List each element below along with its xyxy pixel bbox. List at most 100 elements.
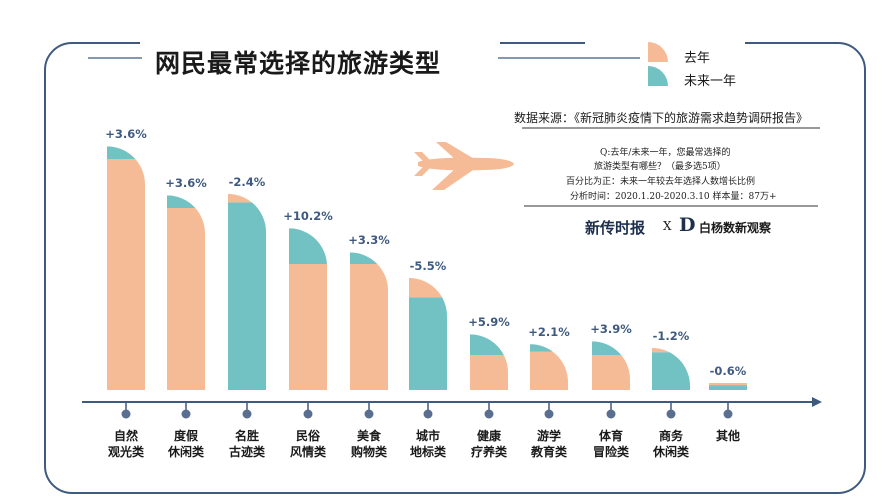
category-label-line-2: 地标类 xyxy=(409,445,446,459)
category-label: 商务 休闲类 xyxy=(641,428,701,460)
category-label: 美食 购物类 xyxy=(339,428,399,460)
brand-logo-left: 新传时报 xyxy=(585,219,646,237)
axis-tick-dot xyxy=(723,409,733,419)
data-label: +3.9% xyxy=(590,322,632,337)
brand-separator: X xyxy=(663,219,672,233)
legend-label-next-year: 未来一年 xyxy=(684,74,737,89)
note-question-2: 旅游类型有哪些？（最多选5项） xyxy=(594,162,726,172)
data-label: -1.2% xyxy=(652,329,690,343)
axis-tick-dot xyxy=(423,409,433,419)
axis-arrow-icon xyxy=(812,397,822,407)
category-label-line-1: 体育 xyxy=(598,429,623,443)
category-label-line-2: 古迹类 xyxy=(228,445,265,459)
brand-logo-right-mark: D xyxy=(679,214,696,236)
bar-next-year xyxy=(652,352,690,390)
category-label-line-1: 自然 xyxy=(113,429,138,443)
bar-last-year xyxy=(530,351,568,390)
bar-last-year xyxy=(350,264,388,390)
bar-next-year-growth xyxy=(530,344,568,352)
axis-tick-dot xyxy=(303,409,313,419)
bar-next-year xyxy=(228,202,266,390)
axis-tick-dot xyxy=(666,409,676,419)
category-label-line-2: 休闲类 xyxy=(167,445,204,459)
axis-tick-dot xyxy=(484,409,494,419)
bar-6 xyxy=(470,334,508,390)
note-analysis-period: 分析时间：2020.1.20-2020.3.10 样本量：87万+ xyxy=(570,192,777,202)
axis-ticks xyxy=(121,402,733,419)
category-label: 度假 休闲类 xyxy=(156,428,216,460)
bar-3 xyxy=(289,228,327,390)
data-label: -5.5% xyxy=(409,259,447,273)
bar-last-year xyxy=(470,355,508,390)
airplane-icon xyxy=(414,142,514,190)
bar-last-year xyxy=(107,159,145,390)
title-backdrop xyxy=(140,32,500,72)
legend xyxy=(648,42,668,86)
category-label: 健康 疗养类 xyxy=(459,428,519,460)
bar-next-year-growth xyxy=(592,341,630,355)
axis-tick-dot xyxy=(364,409,374,419)
category-label: 体育 冒险类 xyxy=(581,428,641,460)
category-label: 城市 地标类 xyxy=(398,428,458,460)
axis-tick-dot xyxy=(242,409,252,419)
data-label: +10.2% xyxy=(283,209,333,224)
category-label-line-1: 名胜 xyxy=(234,429,259,443)
data-label: +3.3% xyxy=(348,233,390,248)
bar-next-year-growth xyxy=(107,146,145,159)
bar-next-year-growth xyxy=(470,334,508,355)
bar-last-year-decline xyxy=(409,278,447,298)
category-label-line-2: 冒险类 xyxy=(592,445,629,459)
data-label: -2.4% xyxy=(228,175,266,189)
category-label-line-1: 健康 xyxy=(476,429,501,443)
note-question-1: Q:去年/未来一年，您最常选择的 xyxy=(600,148,731,158)
bar-last-year-decline xyxy=(709,383,747,386)
category-label-line-2: 购物类 xyxy=(350,445,387,459)
bar-0 xyxy=(107,146,145,390)
category-label-line-2: 风情类 xyxy=(289,445,326,459)
bar-last-year xyxy=(167,208,205,390)
bar-4 xyxy=(350,252,388,390)
category-label: 自然 观光类 xyxy=(96,428,156,460)
legend-swatch-next-year xyxy=(648,66,668,86)
data-source: 数据来源：《新冠肺炎疫情下的旅游需求趋势调研报告》 xyxy=(514,111,809,125)
axis-tick-dot xyxy=(606,409,616,419)
page-title: 网民最常选择的旅游类型 xyxy=(155,49,442,78)
axis-tick-dot xyxy=(544,409,554,419)
category-label-line-1: 民俗 xyxy=(295,429,320,443)
bar-next-year xyxy=(409,297,447,390)
category-label-line-1: 美食 xyxy=(356,429,381,443)
axis-tick-dot xyxy=(181,409,191,419)
category-label-line-2: 观光类 xyxy=(107,445,144,459)
category-label-line-2: 教育类 xyxy=(530,445,567,459)
category-label-line-1: 其他 xyxy=(715,429,740,443)
note-percentage: 百分比为正：未来一年较去年选择人数增长比例 xyxy=(566,177,756,187)
brand-logo-right: 白杨数新观察 xyxy=(699,221,772,235)
legend-swatch-last-year xyxy=(648,42,668,62)
category-label-line-2: 休闲类 xyxy=(652,445,689,459)
bar-last-year-decline xyxy=(228,194,266,203)
bar-2 xyxy=(228,194,266,390)
bar-10 xyxy=(709,383,747,390)
bar-next-year-growth xyxy=(167,195,205,208)
bar-5 xyxy=(409,278,447,390)
bar-next-year-growth xyxy=(350,252,388,264)
category-label: 名胜 古迹类 xyxy=(217,428,277,460)
data-label: -0.6% xyxy=(709,364,747,378)
bar-next-year-growth xyxy=(289,228,327,264)
category-label-line-1: 商务 xyxy=(658,429,683,443)
bar-last-year-decline xyxy=(652,348,690,353)
bar-next-year xyxy=(709,385,747,390)
category-label: 其他 xyxy=(698,428,758,444)
bar-1 xyxy=(167,195,205,390)
category-label-line-2: 疗养类 xyxy=(470,445,507,459)
category-label-line-1: 城市 xyxy=(415,429,440,443)
legend-label-last-year: 去年 xyxy=(684,51,711,66)
data-label: +3.6% xyxy=(165,176,207,191)
axis-tick-dot xyxy=(121,409,131,419)
bar-7 xyxy=(530,344,568,390)
bar-9 xyxy=(652,348,690,390)
data-label: +5.9% xyxy=(468,315,510,330)
bar-last-year xyxy=(592,355,630,390)
category-label-line-1: 度假 xyxy=(173,429,198,443)
